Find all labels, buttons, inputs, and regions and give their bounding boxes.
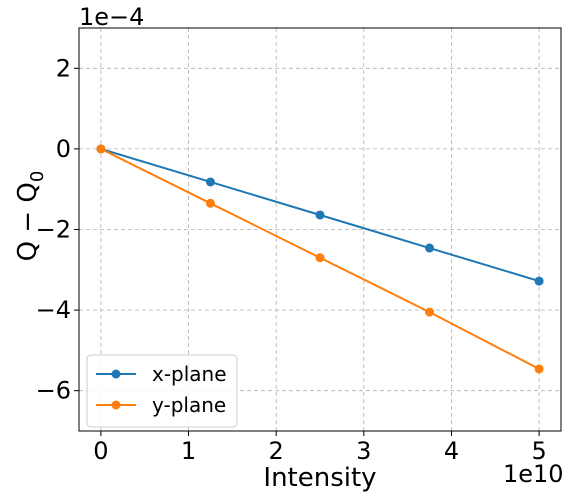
x-axis-label: Intensity — [263, 463, 376, 493]
series-layer — [96, 144, 544, 374]
y-tick-label: −6 — [36, 377, 71, 405]
x-tick-label: 4 — [444, 437, 459, 465]
x-offset-label: 1e10 — [503, 460, 564, 488]
series-x-plane — [96, 144, 544, 286]
x-tick-label: 5 — [531, 437, 546, 465]
data-point — [534, 276, 544, 286]
legend-label: y-plane — [152, 393, 226, 417]
data-point — [205, 177, 215, 187]
data-point — [315, 253, 325, 263]
legend: x-plane y-plane — [86, 354, 238, 428]
grid-lines — [79, 28, 561, 431]
y-tick-label: −4 — [36, 296, 71, 324]
legend-label: x-plane — [152, 362, 227, 386]
data-point — [425, 307, 435, 317]
axis-ticks: 0 1 2 3 4 5 −6 −4 −2 0 2 — [36, 54, 547, 465]
legend-marker — [111, 369, 121, 379]
y-axis-label-subscript: 0 — [27, 171, 48, 182]
legend-item: y-plane — [96, 393, 226, 417]
series-y-plane — [96, 144, 544, 374]
data-point — [534, 364, 544, 374]
y-tick-label: 0 — [56, 135, 71, 163]
x-tick-label: 2 — [269, 437, 284, 465]
legend-item: x-plane — [96, 362, 227, 386]
data-point — [425, 243, 435, 253]
y-tick-label: 2 — [56, 54, 71, 82]
x-tick-label: 1 — [181, 437, 196, 465]
x-tick-label: 0 — [93, 437, 108, 465]
legend-marker — [111, 400, 121, 410]
x-tick-label: 3 — [356, 437, 371, 465]
y-tick-label: −2 — [36, 216, 71, 244]
data-point — [205, 198, 215, 208]
y-offset-label: 1e−4 — [79, 3, 144, 31]
y-axis-label-main: Q − Q — [13, 182, 43, 261]
y-axis-label: Q − Q0 — [13, 171, 48, 262]
data-point — [96, 144, 106, 154]
data-point — [315, 210, 325, 220]
